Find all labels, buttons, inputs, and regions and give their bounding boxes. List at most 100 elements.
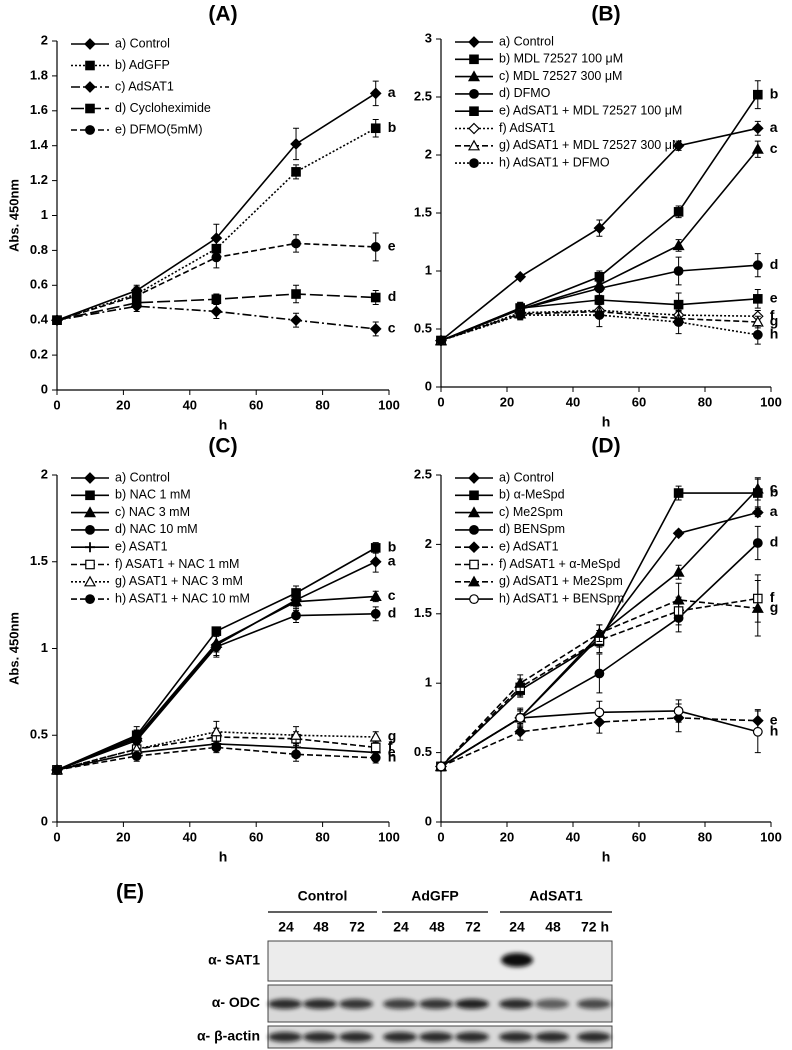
chart-title: (C) <box>208 435 237 458</box>
x-tick-label: 100 <box>378 829 400 844</box>
marker <box>515 310 526 320</box>
marker <box>672 239 685 251</box>
y-tick-label: 1.5 <box>30 553 48 568</box>
lane-label: 48 <box>545 919 561 935</box>
legend-label: a) Control <box>499 470 554 484</box>
legend-label: d) NAC 10 mM <box>115 522 198 536</box>
end-label: f <box>388 738 393 754</box>
end-label: a <box>388 84 396 100</box>
marker <box>593 222 606 234</box>
x-tick-label: 100 <box>378 397 400 412</box>
blot-title: (E) <box>116 881 144 904</box>
lane-label: 72 h <box>581 919 609 935</box>
marker <box>52 315 62 326</box>
band <box>383 999 417 1009</box>
end-label: b <box>770 85 779 101</box>
legend-label: d) DFMO <box>499 86 551 100</box>
marker <box>370 742 381 753</box>
y-tick-label: 0 <box>41 381 48 396</box>
marker <box>467 575 481 587</box>
marker <box>468 122 480 135</box>
marker <box>290 595 303 607</box>
series-line <box>440 309 758 342</box>
row-label: α- β-actin <box>197 1028 260 1044</box>
y-tick-label: 0.5 <box>414 744 432 759</box>
band <box>383 1032 417 1042</box>
y-tick-label: 3 <box>425 30 432 45</box>
x-tick-label: 40 <box>566 829 580 844</box>
end-label: c <box>770 480 778 496</box>
marker <box>469 525 479 535</box>
end-label: f <box>770 307 775 323</box>
y-tick-label: 2 <box>41 466 48 481</box>
band <box>419 1032 453 1042</box>
y-tick-label: 0.2 <box>30 347 48 362</box>
marker <box>210 725 223 737</box>
marker <box>85 490 95 501</box>
legend-label: b) AdGFP <box>115 58 170 72</box>
y-tick-label: 0.4 <box>30 312 49 327</box>
band <box>455 999 489 1009</box>
legend-label: h) ASAT1 + NAC 10 mM <box>115 591 250 605</box>
marker <box>131 290 142 301</box>
marker <box>673 317 684 327</box>
legend-label: g) ASAT1 + NAC 3 mM <box>115 574 243 588</box>
legend-label: c) NAC 3 mM <box>115 505 190 519</box>
legend-label: f) ASAT1 + NAC 1 mM <box>115 557 239 571</box>
marker <box>469 88 479 99</box>
end-label: a <box>388 552 396 568</box>
legend-label: a) Control <box>115 36 170 50</box>
marker <box>469 106 479 116</box>
y-tick-label: 1 <box>425 262 432 277</box>
legend-label: c) AdSAT1 <box>115 79 174 93</box>
y-tick-label: 1.8 <box>30 67 48 82</box>
legend-label: b) α-MeSpd <box>499 488 565 502</box>
y-tick-label: 0.5 <box>30 727 48 742</box>
legend-label: c) MDL 72527 300 μM <box>499 69 622 83</box>
y-tick-label: 0.5 <box>414 320 432 335</box>
band <box>339 999 373 1009</box>
lane-label: 24 <box>509 919 525 935</box>
legend-label: e) ASAT1 <box>115 539 168 553</box>
marker <box>752 329 763 340</box>
marker <box>469 594 479 604</box>
marker <box>84 81 96 93</box>
x-tick-label: 40 <box>183 397 197 412</box>
marker <box>291 749 301 760</box>
y-axis-label: Abs. 450nm <box>6 612 21 685</box>
x-axis-label: h <box>219 417 228 433</box>
legend-label: a) Control <box>115 470 170 484</box>
marker <box>370 608 381 619</box>
marker <box>751 122 764 135</box>
row-label: α- SAT1 <box>208 952 260 968</box>
marker <box>291 238 301 249</box>
end-label: c <box>388 587 396 603</box>
lane-label: 24 <box>278 919 294 935</box>
marker <box>751 602 764 613</box>
marker <box>467 70 481 82</box>
marker <box>210 305 223 318</box>
end-label: d <box>770 534 779 550</box>
group-label: Control <box>298 888 348 904</box>
end-label: h <box>770 722 779 738</box>
end-label: b <box>770 484 779 500</box>
end-label: g <box>770 313 779 329</box>
x-tick-label: 0 <box>437 394 444 409</box>
chart-title: (D) <box>591 435 620 458</box>
x-tick-label: 60 <box>249 397 263 412</box>
marker <box>369 87 382 100</box>
y-tick-label: 2.5 <box>414 466 432 481</box>
marker <box>370 543 381 553</box>
x-tick-label: 20 <box>500 394 514 409</box>
lane-label: 72 <box>465 919 481 935</box>
end-label: c <box>388 320 396 336</box>
marker <box>752 294 763 304</box>
marker <box>85 60 95 71</box>
marker <box>673 207 684 217</box>
marker <box>291 610 301 621</box>
end-label: d <box>770 256 779 272</box>
end-label: g <box>388 728 397 744</box>
marker <box>673 706 684 716</box>
chart-title: (B) <box>591 3 620 26</box>
marker <box>84 38 96 50</box>
